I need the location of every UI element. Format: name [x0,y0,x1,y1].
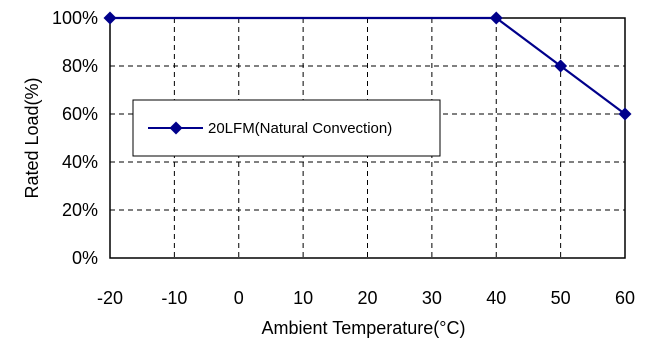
data-point-marker [103,11,117,25]
x-tick-label: 50 [551,288,571,308]
data-point-marker [618,107,632,121]
series-layer [103,11,632,121]
x-tick-label: -20 [97,288,123,308]
legend: 20LFM(Natural Convection) [132,99,441,157]
y-tick-label: 100% [52,8,98,28]
x-tick-labels: -20 -10 0 10 20 30 40 50 60 [97,288,635,308]
x-tick-label: 40 [486,288,506,308]
y-tick-labels: 0% 20% 40% 60% 80% 100% [52,8,98,268]
legend-diamond-marker [169,121,183,135]
x-tick-label: 20 [357,288,377,308]
x-tick-label: 30 [422,288,442,308]
x-tick-label: 10 [293,288,313,308]
y-tick-label: 60% [62,104,98,124]
data-point-marker [489,11,503,25]
x-tick-label: 60 [615,288,635,308]
legend-label: 20LFM(Natural Convection) [208,120,392,137]
y-tick-label: 20% [62,200,98,220]
x-axis-title: Ambient Temperature(°C) [262,318,466,338]
x-tick-label: -10 [161,288,187,308]
y-tick-label: 80% [62,56,98,76]
data-point-marker [554,59,568,73]
y-tick-label: 40% [62,152,98,172]
x-tick-label: 0 [234,288,244,308]
y-axis-title: Rated Load(%) [22,77,42,198]
series-line [110,16,626,115]
y-tick-label: 0% [72,248,98,268]
